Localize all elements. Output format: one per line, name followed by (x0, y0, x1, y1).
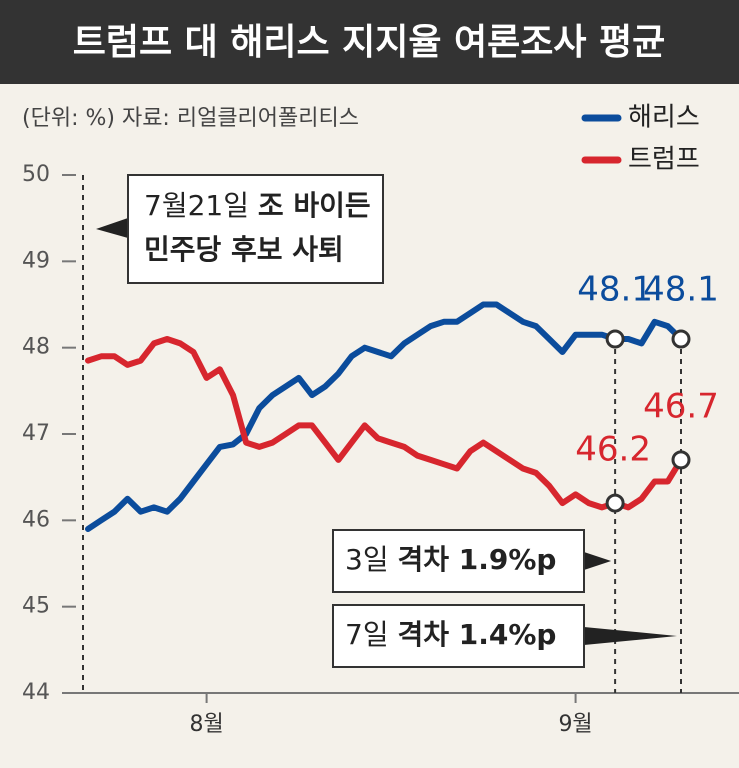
callout-box (332, 529, 585, 593)
x-tick-label: 8월 (189, 712, 223, 737)
subtitle: (단위: %) 자료: 리얼클리어폴리티스 (22, 106, 359, 131)
data-label: 48.1 (577, 270, 653, 310)
callout-pointer (96, 218, 128, 238)
data-label: 48.1 (643, 270, 719, 310)
y-tick-label: 49 (22, 248, 50, 273)
x-tick-label: 9월 (558, 712, 592, 737)
callout-box (127, 174, 384, 284)
y-tick-label: 47 (22, 421, 50, 446)
y-tick-label: 48 (22, 335, 50, 360)
callout-pointer (584, 627, 677, 645)
callout-date: 3일 (345, 543, 389, 576)
callout-emphasis: 격차 1.4%p (397, 618, 556, 651)
callout-date: 7월21일 (144, 189, 249, 222)
title-bar (0, 0, 739, 84)
callout-emphasis: 격차 1.9%p (397, 543, 556, 576)
y-tick-label: 44 (22, 680, 50, 705)
data-label: 46.2 (575, 430, 651, 470)
chart-title: 트럼프 대 해리스 지지율 여론조사 평균 (73, 22, 666, 63)
callout-box (332, 604, 585, 668)
callout-text: 3일 격차 1.9%p (345, 543, 556, 576)
point-marker (605, 493, 625, 513)
callout-text: 7월21일 조 바이든 (144, 189, 371, 222)
y-tick-label: 46 (22, 507, 50, 532)
callout-text: 민주당 후보 사퇴 (144, 233, 344, 266)
point-marker (671, 450, 691, 470)
data-label: 46.7 (643, 386, 719, 426)
callout-pointer (584, 552, 612, 570)
legend-label: 해리스 (628, 103, 700, 133)
point-marker (671, 329, 691, 349)
point-marker (605, 329, 625, 349)
callout-date: 7일 (345, 618, 389, 651)
callout-emphasis: 조 바이든 (258, 189, 371, 222)
y-tick-label: 45 (22, 594, 50, 619)
y-tick-label: 50 (22, 162, 50, 187)
legend-label: 트럼프 (628, 145, 700, 175)
series-line (85, 301, 684, 532)
callout-text: 7일 격차 1.4%p (345, 618, 556, 651)
series-line (85, 336, 684, 511)
